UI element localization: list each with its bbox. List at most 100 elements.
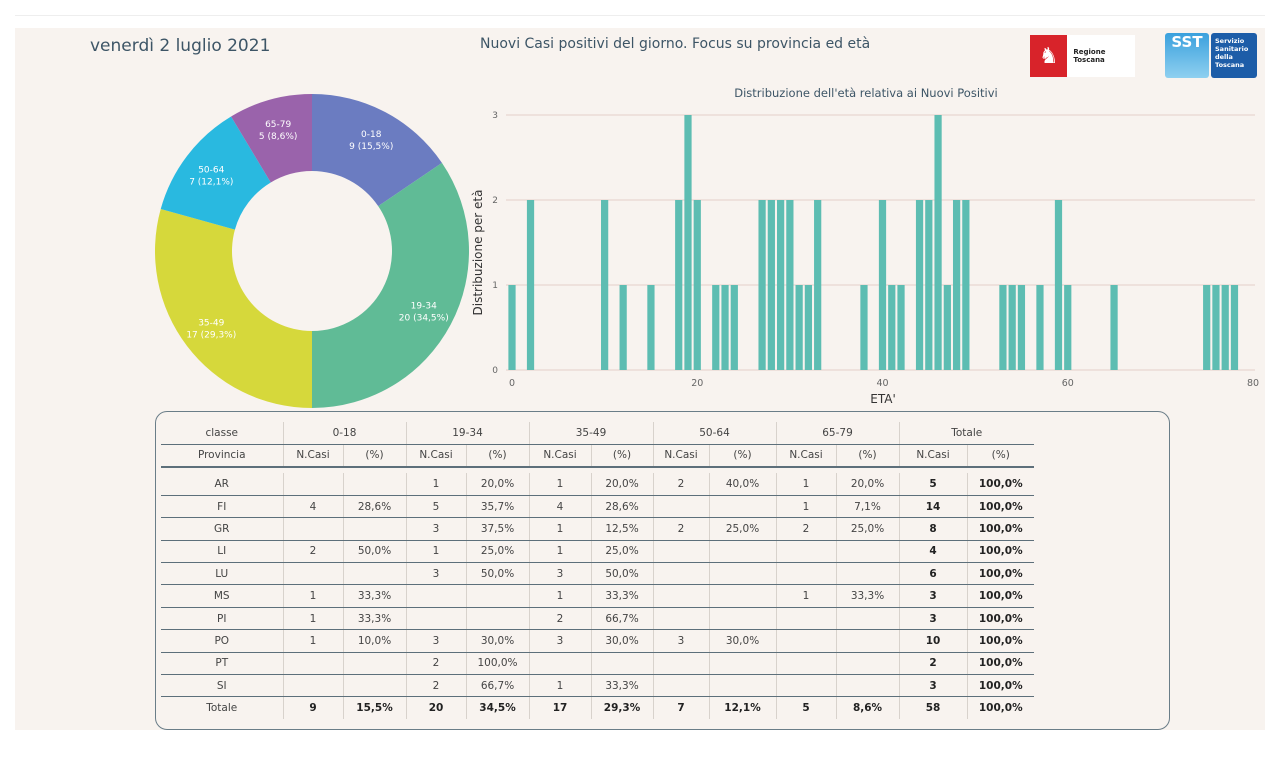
table-cell: 33,3%	[590, 584, 653, 608]
bar-age-42	[897, 285, 905, 370]
slice-category-label: 35-49	[198, 319, 224, 329]
table-cell	[342, 652, 406, 676]
table-cell: 2	[775, 517, 836, 541]
table-cell	[282, 517, 343, 541]
table-cell: 100,0%	[966, 473, 1034, 496]
table-cell	[652, 540, 709, 564]
table-cell: 1	[775, 495, 836, 519]
slice-category-label: 0-18	[361, 130, 382, 140]
table-cell	[652, 607, 709, 631]
table-cell: 100,0%	[966, 607, 1034, 631]
bar-age-76	[1212, 285, 1220, 370]
table-row: PO 1 10,0% 3 30,0% 3 30,0% 3 30,0% 10 100,0%	[161, 629, 1034, 653]
page-title: Nuovi Casi positivi del giorno. Focus su…	[480, 36, 871, 52]
bar-age-22	[712, 285, 720, 370]
table-cell: 3	[898, 674, 967, 698]
table-cell: 20,0%	[590, 473, 653, 496]
age-bar-chart: Distribuzione dell'età relativa ai Nuovi…	[471, 86, 1259, 406]
donut-slice-19-34	[312, 162, 469, 408]
table-cell	[342, 473, 406, 496]
bar-age-0	[508, 285, 516, 370]
table-cell	[708, 562, 776, 586]
bar-age-41	[888, 285, 896, 370]
table-cell: 12,1%	[708, 696, 776, 720]
donut-slice-0-18	[312, 94, 442, 207]
table-cell	[835, 607, 899, 631]
table-cell	[652, 584, 709, 608]
table-cell: 8	[898, 517, 967, 541]
table-cell: Totale	[206, 702, 238, 715]
bar-age-78	[1230, 285, 1239, 370]
table-cell: 4	[528, 495, 591, 519]
table-cell: FI	[161, 495, 283, 519]
bar-age-10	[601, 200, 609, 370]
table-cell: 100,0%	[465, 652, 529, 676]
table-cell: Totale	[898, 422, 1034, 445]
table-row: Totale 9 15,5% 20 34,5% 17 29,3% 7 12,1% 5 8,6% 58 1…	[161, 696, 1034, 720]
bar-age-38	[860, 285, 868, 370]
table-cell: 3	[405, 629, 466, 653]
table-cell: N.Casi	[775, 444, 836, 468]
slice-category-label: 50-64	[198, 165, 224, 175]
table-cell: (%)	[342, 444, 406, 468]
table-cell: (%)	[590, 444, 653, 468]
bar-age-23	[721, 285, 729, 370]
bar-age-20	[693, 200, 701, 370]
table-cell: 1	[528, 473, 591, 496]
table-cell: 1	[775, 584, 836, 608]
sst-logo: SST Servizio Sanitario della Toscana	[1165, 33, 1257, 78]
bar-age-46	[934, 115, 942, 370]
table-cell	[465, 584, 529, 608]
table-cell: MS	[161, 584, 283, 608]
y-tick-label: 3	[492, 111, 498, 121]
bar-age-27	[758, 200, 766, 370]
table-cell	[590, 652, 653, 676]
bar-age-31	[795, 285, 803, 370]
table-cell: 37,5%	[465, 517, 529, 541]
donut-chart: 0-18 9 (15,5%) 19-34 20 (34,5%) 35-49 17 (29,…	[154, 94, 469, 408]
table-cell: 66,7%	[590, 607, 653, 631]
table-cell	[775, 562, 836, 586]
bar-age-29	[777, 200, 785, 370]
table-cell	[528, 652, 591, 676]
table-cell	[708, 652, 776, 676]
table-cell: 10,0%	[342, 629, 406, 653]
table-cell: 35,7%	[465, 495, 529, 519]
table-cell	[342, 674, 406, 698]
table-cell: N.Casi	[282, 444, 343, 468]
table-row: classe 0-18 19-34 35-49 50-64 65-79 Totale	[161, 422, 1034, 445]
bar-age-15	[647, 285, 655, 370]
table-cell	[652, 495, 709, 519]
table-row: SI 2 66,7% 1 33,3% 3 100,0%	[161, 674, 1034, 698]
table-cell: 14	[898, 495, 967, 519]
table-cell	[465, 607, 529, 631]
bar-age-60	[1064, 285, 1072, 370]
table-cell	[652, 562, 709, 586]
table-cell: 100,0%	[966, 696, 1034, 720]
bar-age-19	[684, 115, 692, 370]
x-tick-label: 0	[509, 378, 515, 389]
table-cell: N.Casi	[528, 444, 591, 468]
table-cell: 40,0%	[708, 473, 776, 496]
province-age-table: classe 0-18 19-34 35-49 50-64 65-79 Totale Prov…	[161, 422, 1034, 720]
table-cell: 25,0%	[590, 540, 653, 564]
table-cell: 4	[282, 495, 343, 519]
table-cell: PO	[161, 629, 283, 653]
table-cell: 1	[282, 607, 343, 631]
table-cell: N.Casi	[652, 444, 709, 468]
table-cell: 3	[898, 607, 967, 631]
table-cell: 17	[528, 696, 591, 720]
table-cell: 1	[405, 473, 466, 496]
table-cell: 25,0%	[708, 517, 776, 541]
table-cell: 100,0%	[966, 562, 1034, 586]
bar-age-12	[619, 285, 627, 370]
table-cell: (%)	[708, 444, 776, 468]
bar-age-59	[1054, 200, 1063, 370]
table-cell: 100,0%	[966, 517, 1034, 541]
table-cell	[835, 540, 899, 564]
table-cell: 1	[528, 517, 591, 541]
table-cell: 1	[405, 540, 466, 564]
table-cell	[835, 674, 899, 698]
table-cell: 100,0%	[966, 652, 1034, 676]
bar-age-45	[925, 200, 933, 370]
